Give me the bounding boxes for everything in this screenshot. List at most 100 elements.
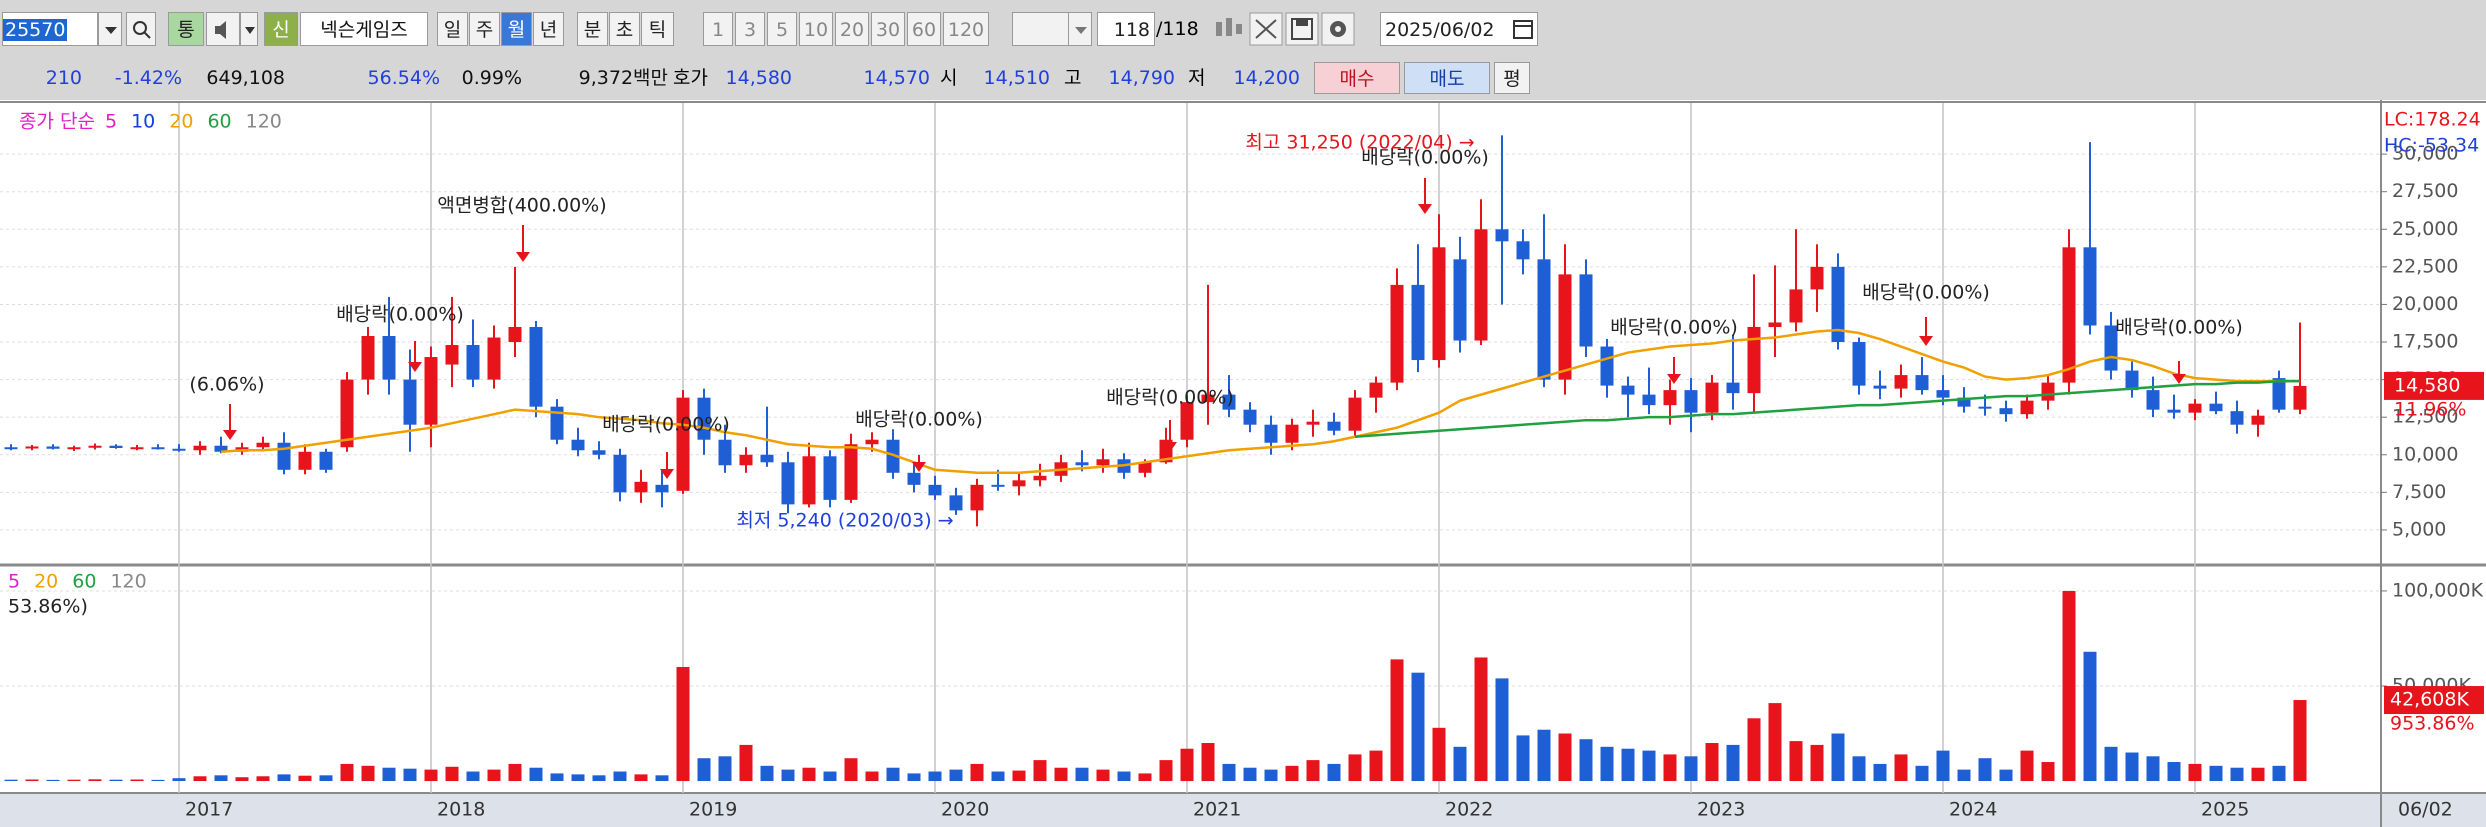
intraday-button[interactable]: 분 (577, 12, 608, 46)
candle-body (445, 345, 459, 365)
volume-bar (928, 771, 942, 782)
interval-button[interactable]: 60 (907, 12, 941, 46)
candle-body (172, 448, 186, 451)
candle-body (1411, 284, 1425, 361)
candle-body (88, 445, 102, 448)
stock-name[interactable]: 넥슨게임즈 (300, 12, 428, 46)
calendar-icon[interactable] (1512, 18, 1534, 40)
volume-bar (1894, 754, 1908, 782)
volume-bar (760, 765, 774, 782)
annotation: 배당락(0.00%) (1862, 282, 1990, 304)
volume-bar (2083, 651, 2097, 782)
volume-bar (844, 758, 858, 782)
y-tick-label: 100,000K (2392, 579, 2484, 601)
volume-bar (2062, 590, 2076, 782)
candle-body (1579, 274, 1593, 347)
legend-entry: 60 (207, 111, 231, 133)
volume-bar (298, 775, 312, 782)
credit-button[interactable]: 신 (264, 12, 298, 46)
volume-bar (424, 769, 438, 782)
intraday-button[interactable]: 초 (609, 12, 640, 46)
candle-body (2146, 390, 2160, 410)
volume-bar (466, 771, 480, 782)
legend-entry: 120 (246, 111, 282, 133)
candle-body (1327, 421, 1341, 431)
volume-bar (67, 779, 81, 782)
period-button[interactable]: 년 (533, 12, 564, 46)
volume-bar (1705, 743, 1719, 782)
volume-bar (1873, 763, 1887, 782)
volume-bar (697, 758, 711, 782)
candle-body (1012, 480, 1026, 487)
dropdown[interactable] (240, 12, 258, 46)
volume-bar (991, 771, 1005, 782)
annotation: 최고 31,250 (2022/04) → (1245, 132, 1474, 154)
interval-button[interactable]: 30 (871, 12, 905, 46)
annotation-arrowhead (516, 252, 530, 262)
candle-body (2251, 415, 2265, 425)
interval-button[interactable]: 10 (799, 12, 833, 46)
volume-bar (172, 778, 186, 782)
volume-bar (2188, 763, 2202, 782)
volume-bar (1201, 743, 1215, 782)
candle-body (193, 445, 207, 451)
avg-button[interactable]: 평 (1494, 62, 1530, 94)
interval-button[interactable]: 1 (703, 12, 733, 46)
candle-body (949, 495, 963, 511)
volume-bar (193, 776, 207, 782)
volume-bar (1054, 767, 1068, 782)
interval-button[interactable]: 3 (735, 12, 765, 46)
volume: 649,108 (206, 67, 285, 89)
volume-bar (970, 763, 984, 782)
x-tick-label: 2019 (689, 799, 737, 821)
volume-bar (1453, 746, 1467, 782)
candle-body (739, 454, 753, 466)
candle-body (1810, 266, 1824, 290)
candle-body (1999, 408, 2013, 415)
interval-button[interactable]: 5 (767, 12, 797, 46)
volume-bar (676, 666, 690, 782)
candle-body (991, 484, 1005, 487)
volume-bar (2209, 765, 2223, 782)
annotation-arrowhead (1163, 442, 1177, 452)
interval-button[interactable]: 20 (835, 12, 869, 46)
count-input[interactable]: 118 (1097, 12, 1155, 46)
volume-bar (1222, 763, 1236, 782)
dropdown[interactable] (1068, 12, 1092, 46)
candle-body (781, 462, 795, 505)
volume-bar (1600, 746, 1614, 782)
period-button[interactable]: 일 (437, 12, 468, 46)
intraday-button[interactable]: 틱 (641, 12, 674, 46)
ask-label: 호가 (673, 67, 708, 89)
interval-button[interactable]: 120 (943, 12, 989, 46)
period-button[interactable]: 월 (501, 12, 532, 46)
candle-body (487, 337, 501, 380)
high-label: 고 (1064, 67, 1082, 89)
candle-body (46, 446, 60, 449)
annotation-arrowhead (408, 362, 422, 372)
date-input[interactable]: 2025/06/02 (1380, 12, 1538, 46)
candle-body (1726, 382, 1740, 394)
volume-bar (277, 774, 291, 782)
volume-bar (1957, 769, 1971, 782)
candle-body (1516, 241, 1530, 260)
annotation-arrowhead (2172, 374, 2186, 384)
volume-bar (1474, 657, 1488, 782)
candle-body (277, 442, 291, 470)
dropdown[interactable] (98, 12, 122, 46)
candle-body (1873, 385, 1887, 389)
sell-button[interactable]: 매도 (1404, 62, 1490, 94)
sound-button[interactable] (206, 12, 240, 46)
period-button[interactable]: 주 (469, 12, 500, 46)
annotation: (6.06%) (189, 374, 264, 396)
candle-body (1684, 390, 1698, 413)
legend-entry: 60 (72, 571, 96, 593)
search-button[interactable] (126, 12, 156, 46)
buy-button[interactable]: 매수 (1314, 62, 1400, 94)
ma-line (1354, 379, 2300, 438)
market-button[interactable]: 통 (168, 12, 204, 46)
candle-body (907, 472, 921, 485)
candle-body (2230, 411, 2244, 425)
code-input[interactable]: 25570 (2, 12, 98, 46)
volume-rate: 56.54% (367, 67, 440, 89)
